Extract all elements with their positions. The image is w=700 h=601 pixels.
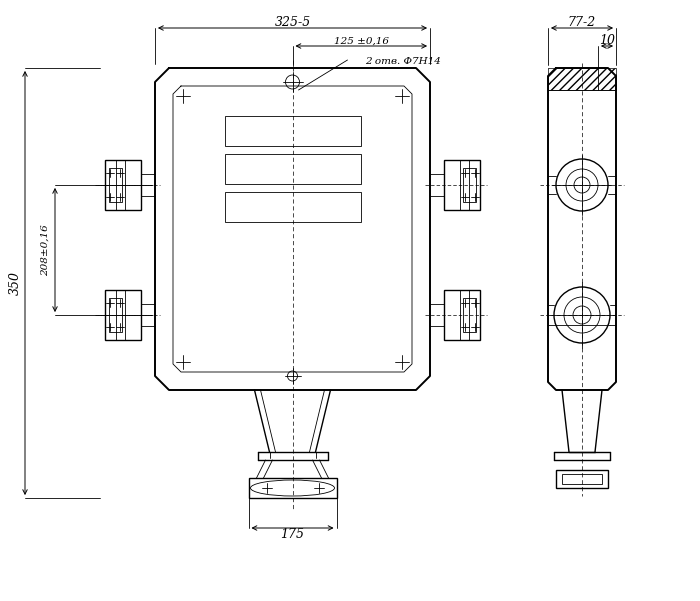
Bar	[105, 290, 141, 340]
Bar	[548, 68, 616, 90]
Text: 125 ±0,16: 125 ±0,16	[334, 37, 388, 46]
Text: 10: 10	[599, 34, 615, 47]
Bar	[248, 478, 337, 498]
Text: 325-5: 325-5	[274, 16, 311, 29]
Bar	[562, 474, 602, 484]
Bar	[225, 192, 360, 222]
Bar	[556, 470, 608, 488]
Bar	[105, 160, 141, 210]
Bar	[463, 168, 476, 202]
Text: 2 отв. Φ7Н14: 2 отв. Φ7Н14	[365, 58, 440, 67]
Bar	[109, 168, 122, 202]
Bar	[444, 290, 480, 340]
Bar	[225, 116, 360, 146]
Text: 77-2: 77-2	[568, 16, 596, 29]
Text: 175: 175	[281, 528, 304, 542]
Text: 208±0,16: 208±0,16	[41, 224, 50, 276]
Bar	[444, 160, 480, 210]
Bar	[463, 298, 476, 332]
Bar	[109, 298, 122, 332]
Bar	[225, 154, 360, 184]
Text: 350: 350	[8, 271, 22, 295]
